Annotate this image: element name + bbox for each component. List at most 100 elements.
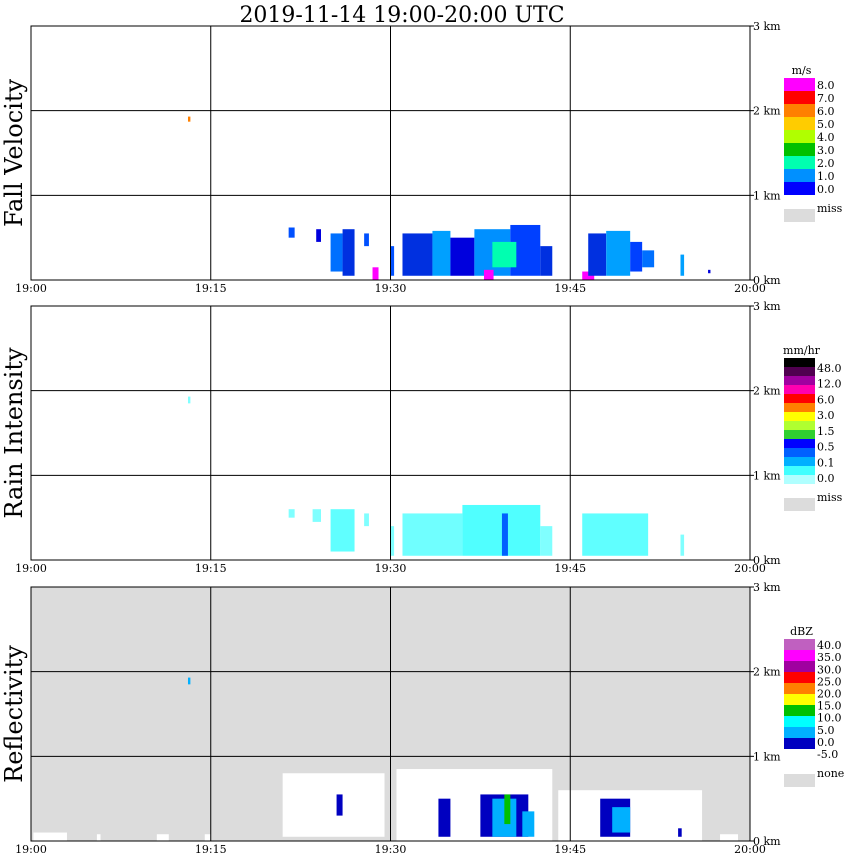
legend-swatch [784,394,815,403]
echo-cell [501,513,508,556]
legend-swatch [784,412,815,421]
echo-cell [680,254,685,276]
echo-cell [330,233,343,272]
echo-cell [364,513,369,527]
echo-cell [390,246,395,276]
echo-cell [312,509,321,522]
echo-cell [187,396,191,404]
echo-cell [708,269,711,274]
echo-cell [720,834,739,841]
legend-label: 10.0 [817,712,842,725]
legend-label: 3.0 [817,144,835,157]
legend-label: 12.0 [817,378,842,391]
echo-cell [642,250,655,268]
legend-unit: mm/hr [783,344,821,357]
legend-swatch [784,78,815,91]
echo-cell [483,269,494,280]
legend-label: 0.1 [817,456,835,469]
echo-cell [540,526,553,556]
legend-miss-swatch [784,498,815,511]
x-tick-label: 20:00 [734,843,766,856]
rain-intensity-legend: mm/hr 48.0 12.0 6.0 3.0 1.5 0.5 0.1 0.0 miss [783,344,843,511]
legend-label: 25.0 [817,675,842,688]
legend-swatch [784,169,815,182]
legend-swatch [784,727,815,738]
legend-label: 35.0 [817,651,842,664]
x-tick-label: 19:45 [554,843,586,856]
x-tick-label: 19:15 [195,282,227,295]
legend-swatch [784,672,815,683]
echo-cell [492,241,517,268]
legend-label: 0.0 [817,183,835,196]
echo-cell [336,794,343,816]
x-tick-label: 20:00 [734,282,766,295]
echo-cell [96,834,101,841]
echo-cell [504,794,511,825]
legend-swatch [784,117,815,130]
legend-label: 48.0 [817,362,842,375]
echo-cell [288,509,295,518]
echo-cell [606,230,631,276]
legend-swatch [784,650,815,661]
x-tick-label: 19:00 [15,562,47,575]
legend-miss-swatch [784,209,815,222]
echo-cell [540,246,553,276]
echo-cell [450,237,475,276]
y-tick-label: 2 km [753,666,781,679]
fall-velocity-panel: 0 km 1 km 2 km 3 km 19:00 19:15 19:30 19:45 20:0… [0,20,843,295]
legend-swatch [784,385,815,394]
legend-swatch [784,738,815,749]
legend-swatch [784,683,815,694]
echo-cell [678,828,682,837]
y-tick-label: 3 km [753,20,781,33]
legend-swatch [784,439,815,448]
legend-label: 0.0 [817,472,835,485]
legend-miss-label: miss [817,491,843,504]
echo-cell [462,504,541,556]
legend-label: 30.0 [817,663,842,676]
legend-swatch [784,91,815,104]
legend-label: 40.0 [817,639,842,652]
legend-swatch [784,457,815,466]
legend-swatch [784,705,815,716]
echo-cell [438,798,451,837]
legend-swatch [784,421,815,430]
x-tick-label: 19:30 [375,562,407,575]
legend-label: 1.5 [817,425,835,438]
y-tick-label: 1 km [753,189,781,202]
legend-label: 0.5 [817,441,835,454]
y-tick-label: 3 km [753,581,781,594]
echo-cell [156,834,169,841]
x-tick-label: 19:45 [554,562,586,575]
reflectivity-panel: 0 km 1 km 2 km 3 km 19:00 19:15 19:30 19:45 20:0… [0,581,844,856]
echo-cell [364,233,369,247]
echo-cell [187,116,191,122]
x-tick-label: 19:30 [375,843,407,856]
panel-ylabel: Reflectivity [0,645,28,783]
legend-label: 4.0 [817,131,835,144]
legend-swatch [784,403,815,412]
y-tick-label: 2 km [753,105,781,118]
legend-swatch [784,182,815,195]
echo-cell [630,241,643,272]
echo-cell [588,233,607,276]
x-tick-label: 19:15 [195,843,227,856]
echo-cell [342,229,355,276]
legend-label: 7.0 [817,92,835,105]
x-tick-label: 19:15 [195,562,227,575]
echo-cell [187,677,191,685]
echo-cell [33,832,67,841]
y-tick-label: 2 km [753,385,781,398]
legend-swatch [784,104,815,117]
fall-velocity-legend: m/s 8.07.06.05.04.03.02.01.00.0 miss [784,64,843,222]
echo-cell [402,513,463,556]
legend-swatch [784,694,815,705]
legend-label: 3.0 [817,409,835,422]
legend-label: 2.0 [817,157,835,170]
legend-label: 6.0 [817,393,835,406]
legend-swatch [784,156,815,169]
plot-frame [30,586,751,842]
y-tick-label: 1 km [753,750,781,763]
y-tick-label: 0 km [753,554,781,567]
y-tick-label: 0 km [753,835,781,848]
